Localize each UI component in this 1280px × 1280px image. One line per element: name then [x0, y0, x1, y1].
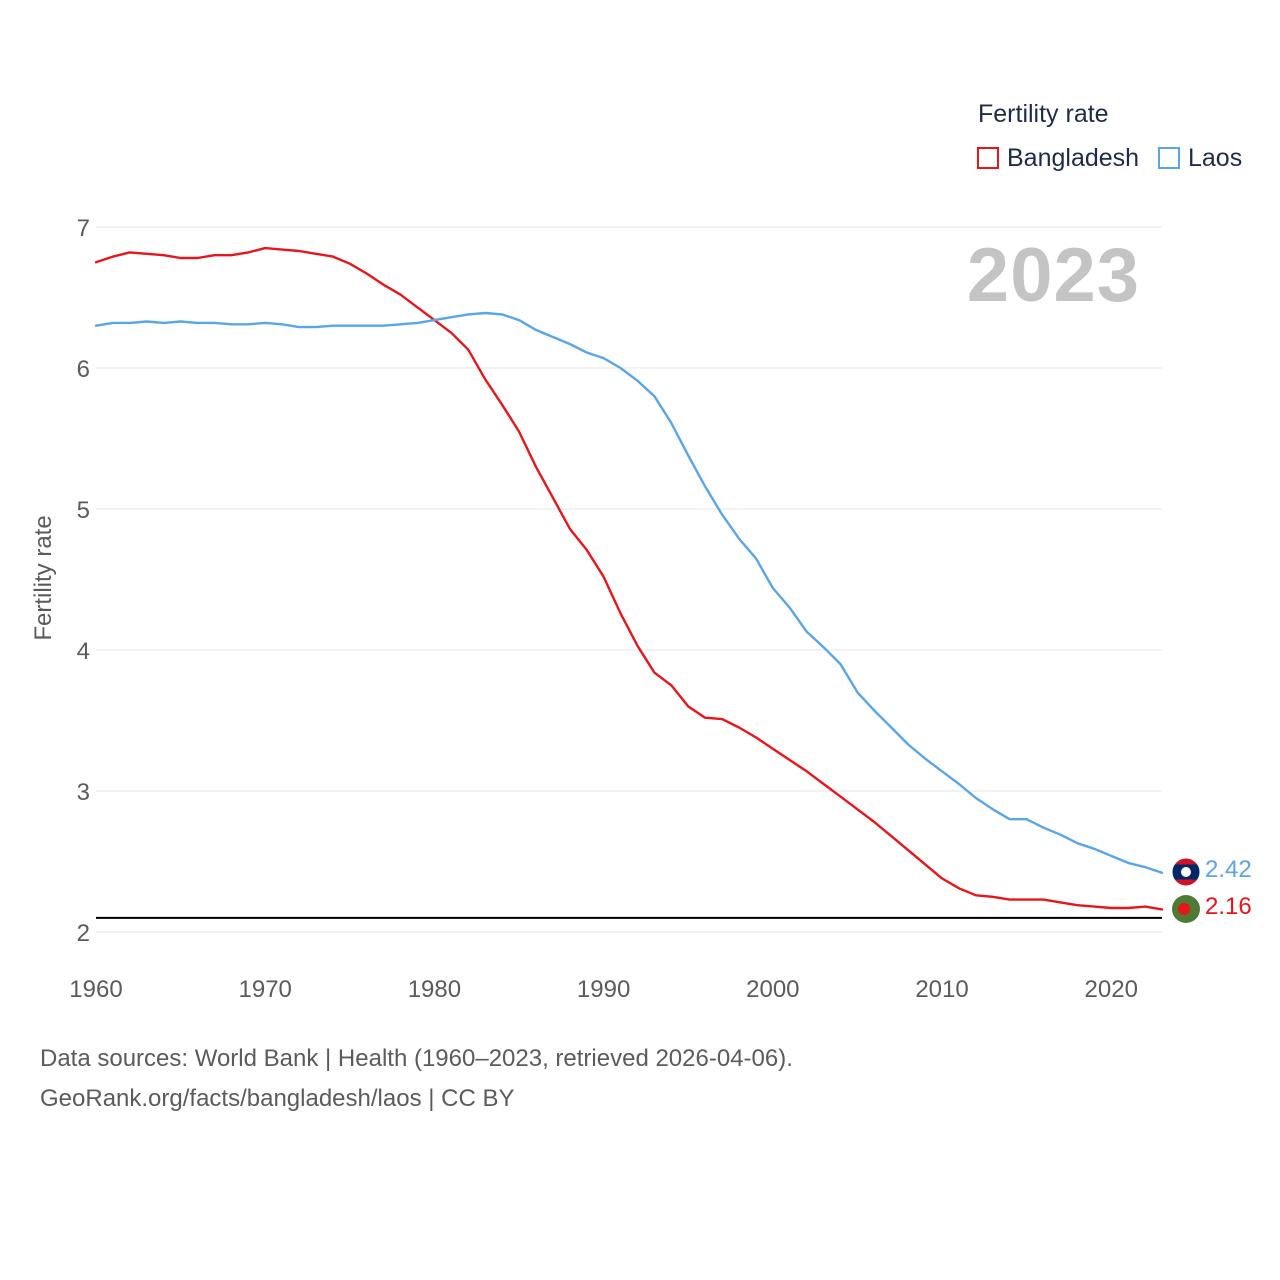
legend-label: Laos — [1188, 143, 1243, 172]
y-tick-label: 2 — [77, 920, 90, 947]
y-tick-label: 6 — [77, 356, 90, 383]
bangladesh-flag-icon — [1172, 895, 1200, 923]
y-axis-ticks: 2 3 4 5 6 7 — [77, 215, 90, 947]
x-tick-label: 1980 — [408, 976, 461, 1003]
x-tick-label: 1990 — [577, 976, 630, 1003]
end-markers — [1171, 857, 1201, 923]
x-tick-label: 2020 — [1085, 976, 1138, 1003]
x-axis-ticks: 1960 1970 1980 1990 2000 2010 2020 — [69, 976, 1138, 1003]
x-tick-label: 2010 — [915, 976, 968, 1003]
grid-lines — [96, 226, 1162, 933]
y-tick-label: 5 — [77, 497, 90, 524]
legend-title: Fertility rate — [978, 100, 1109, 128]
x-tick-label: 2000 — [746, 976, 799, 1003]
year-overlay: 2023 — [966, 233, 1140, 318]
legend-label: Bangladesh — [1007, 143, 1140, 172]
series-lines — [94, 246, 1164, 911]
x-tick-label: 1970 — [239, 976, 292, 1003]
laos-flag-icon — [1171, 857, 1201, 887]
legend-item-bangladesh[interactable]: Bangladesh — [977, 142, 1139, 174]
y-tick-label: 7 — [77, 215, 90, 242]
legend-item-laos[interactable]: Laos — [1158, 142, 1242, 174]
series-line-bangladesh — [94, 246, 1164, 911]
laos-end-value: 2.42 — [1205, 856, 1252, 883]
legend-swatch-icon — [1158, 147, 1180, 169]
data-source-note: Data sources: World Bank | Health (1960–… — [40, 1045, 793, 1072]
y-tick-label: 4 — [77, 638, 90, 665]
series-line-laos — [94, 311, 1164, 874]
legend-swatch-icon — [977, 147, 999, 169]
y-axis-label: Fertility rate — [30, 515, 57, 640]
y-tick-label: 3 — [77, 779, 90, 806]
x-tick-label: 1960 — [69, 976, 122, 1003]
attribution-link[interactable]: GeoRank.org/facts/bangladesh/laos | CC B… — [40, 1085, 515, 1112]
bangladesh-end-value: 2.16 — [1205, 893, 1252, 920]
